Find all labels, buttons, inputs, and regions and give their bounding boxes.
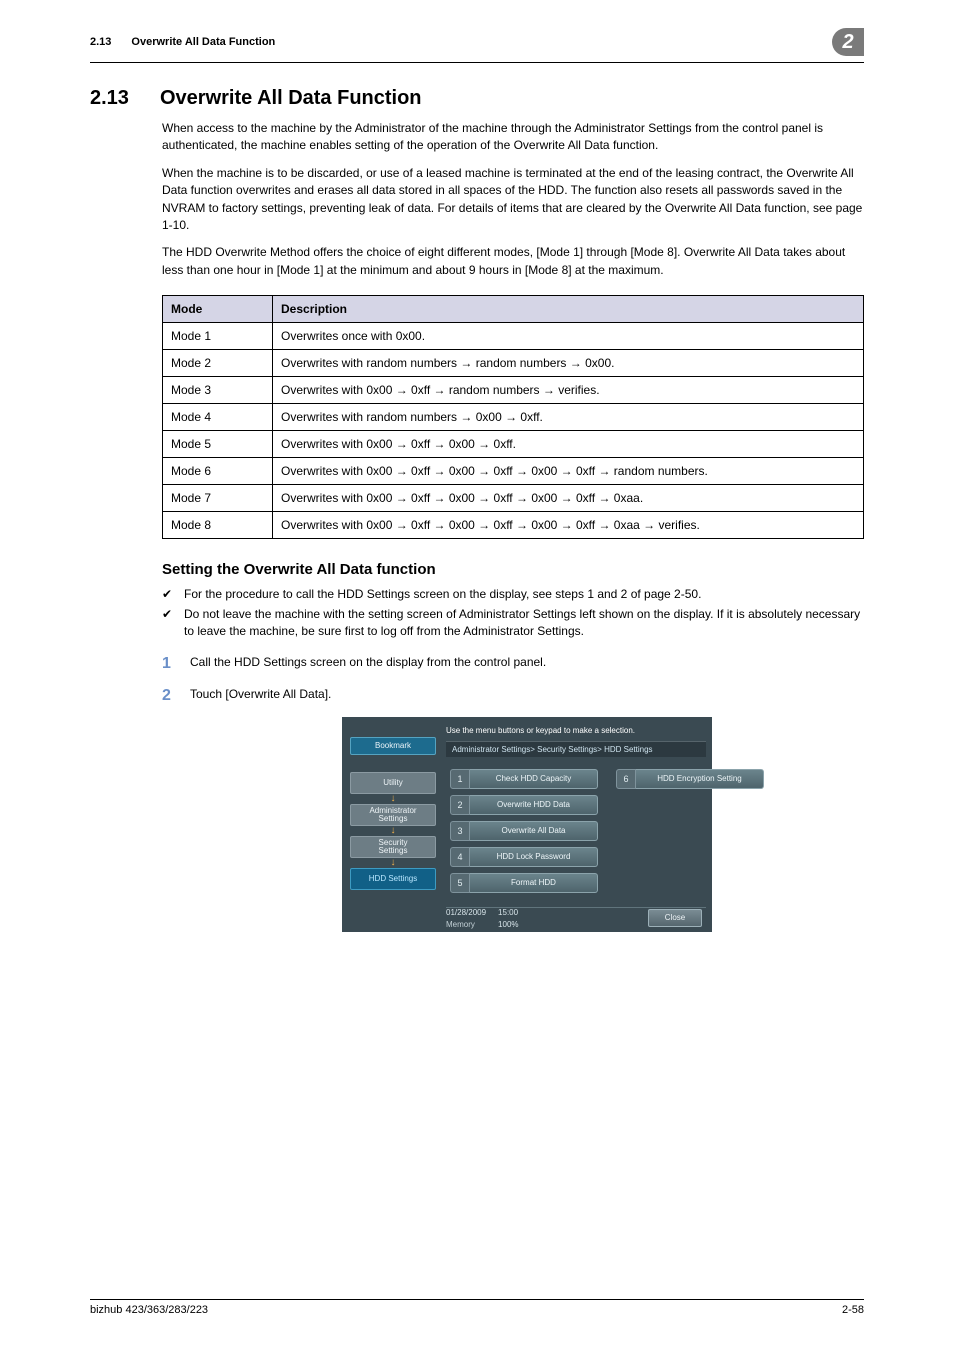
step-1: Call the HDD Settings screen on the disp… [162,654,864,671]
running-header: 2.13 Overwrite All Data Function 2 [90,28,864,56]
status-memory-label: Memory [446,920,475,929]
menu-item-hdd-lock-password[interactable]: 4 HDD Lock Password [450,847,598,867]
table-row: Mode 5Overwrites with 0x00 → 0xff → 0x00… [163,431,864,458]
chapter-badge: 2 [832,28,864,56]
side-security-settings-button[interactable]: Security Settings [350,836,436,858]
chapter-number: 2 [842,31,853,54]
step-2: Touch [Overwrite All Data]. Use the menu… [162,686,864,932]
menu-item-format-hdd[interactable]: 5 Format HDD [450,873,598,893]
paragraph-3: The HDD Overwrite Method offers the choi… [162,244,864,279]
arrow-down-icon: ↓ [350,827,436,835]
paragraph-1: When access to the machine by the Admini… [162,120,864,155]
footer-page-number: 2-58 [842,1304,864,1316]
subsection-heading: Setting the Overwrite All Data function [162,561,864,578]
status-date: 01/28/2009 [446,908,486,917]
arrow-down-icon: ↓ [350,859,436,867]
ui-status-bar: 01/28/2009 Memory 15:00 100% [446,910,519,928]
page-footer: bizhub 423/363/283/223 2-58 [90,1299,864,1316]
ui-menu-list: 1 Check HDD Capacity 6 HDD Encryption Se… [450,769,598,899]
side-utility-button[interactable]: Utility [350,772,436,794]
side-hdd-settings-button[interactable]: HDD Settings [350,868,436,890]
header-section-number: 2.13 [90,36,111,48]
table-row: Mode 7Overwrites with 0x00 → 0xff → 0x00… [163,485,864,512]
procedure-steps: Call the HDD Settings screen on the disp… [162,654,864,932]
bookmark-button[interactable]: Bookmark [350,737,436,755]
header-section-title: Overwrite All Data Function [131,36,275,48]
side-admin-settings-button[interactable]: Administrator Settings [350,804,436,826]
menu-item-overwrite-hdd-data[interactable]: 2 Overwrite HDD Data [450,795,598,815]
section-heading-title: Overwrite All Data Function [160,87,422,109]
table-row: Mode 6Overwrites with 0x00 → 0xff → 0x00… [163,458,864,485]
ui-breadcrumb-bar: Administrator Settings> Security Setting… [446,741,706,757]
table-row: Mode 1Overwrites once with 0x00. [163,323,864,350]
table-row: Mode 4Overwrites with random numbers → 0… [163,404,864,431]
paragraph-2: When the machine is to be discarded, or … [162,165,864,235]
hdd-settings-ui: Use the menu buttons or keypad to make a… [342,717,712,932]
check-item: Do not leave the machine with the settin… [162,606,864,641]
ui-instruction: Use the menu buttons or keypad to make a… [446,723,706,739]
header-rule [90,62,864,63]
menu-item-check-hdd-capacity[interactable]: 1 Check HDD Capacity [450,769,598,789]
table-row: Mode 3Overwrites with 0x00 → 0xff → rand… [163,377,864,404]
menu-item-overwrite-all-data[interactable]: 3 Overwrite All Data [450,821,598,841]
footer-product: bizhub 423/363/283/223 [90,1304,842,1316]
status-memory-value: 100% [498,920,518,929]
table-row: Mode 2Overwrites with random numbers → r… [163,350,864,377]
modes-table: Mode Description Mode 1Overwrites once w… [162,295,864,539]
prerequisite-list: For the procedure to call the HDD Settin… [162,586,864,640]
close-button[interactable]: Close [648,909,702,927]
menu-item-hdd-encryption-setting[interactable]: 6 HDD Encryption Setting [616,769,764,789]
ui-side-breadcrumb: Utility ↓ Administrator Settings ↓ Secur… [350,772,436,890]
table-row: Mode 8Overwrites with 0x00 → 0xff → 0x00… [163,512,864,539]
check-item: For the procedure to call the HDD Settin… [162,586,864,603]
ui-screenshot: Use the menu buttons or keypad to make a… [342,717,712,932]
th-description: Description [273,296,864,323]
status-time: 15:00 [498,908,518,917]
th-mode: Mode [163,296,273,323]
section-heading-number: 2.13 [90,87,160,110]
arrow-down-icon: ↓ [350,795,436,803]
section-heading: 2.13Overwrite All Data Function [90,87,864,110]
